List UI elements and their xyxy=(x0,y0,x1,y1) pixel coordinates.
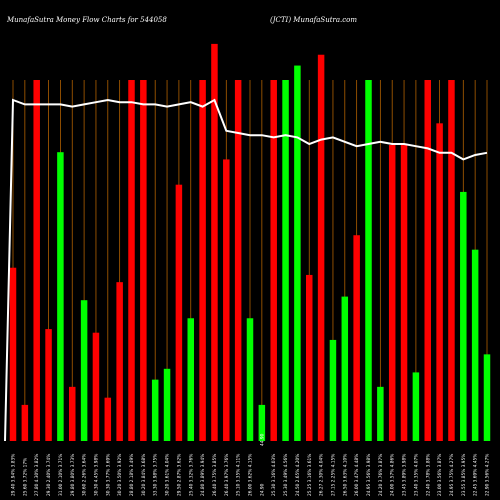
bar-1 xyxy=(9,267,17,441)
x-tick-label: 30.20 3.50% 3.92% xyxy=(117,454,123,496)
bar-35 xyxy=(412,372,420,441)
x-tick-label: 25.25 3.16% 3.61% xyxy=(307,454,313,496)
x-tick-label: 26.50 3.63% 4.10% xyxy=(342,454,348,496)
x-tick-label: 25.60 3.72% 17% xyxy=(22,458,28,496)
bar-14 xyxy=(163,368,171,441)
chart-tick-labels: 29.40 3.94% 3.83% 25.60 3.72% 17% 27.80 4.… xyxy=(11,454,491,496)
bar-41 xyxy=(483,354,491,441)
x-tick-label: 24.00 3.57% 4.86% xyxy=(390,454,396,496)
x-tick-label: 30.60 2.26% 3.64% xyxy=(82,454,88,496)
bar-27 xyxy=(317,54,325,441)
bar-20 xyxy=(234,80,242,441)
bar-26 xyxy=(306,274,313,441)
x-tick-label: 22.45 3.69% 4.45% xyxy=(473,454,479,496)
bar-4 xyxy=(45,329,52,441)
x-tick-label: 29.30 2.40% 3.74% xyxy=(46,454,52,496)
bar-16 xyxy=(187,318,194,441)
bar-6 xyxy=(69,386,76,441)
bar-40 xyxy=(471,249,479,441)
bar-18 xyxy=(211,43,218,442)
bar-15 xyxy=(175,184,183,441)
bar-28 xyxy=(329,339,337,441)
x-tick-label: 24.80 3.89% 3.94% xyxy=(200,454,206,496)
x-tick-label: 26.27 2.30% 4.04% xyxy=(319,454,325,496)
bar-39 xyxy=(460,191,467,441)
x-tick-label: 29.80 3.80% 3.73% xyxy=(70,454,76,496)
x-tick-label: 23.40 3.35% 4.07% xyxy=(413,454,419,496)
x-tick-label: 27.80 4.30% 3.82% xyxy=(34,454,40,496)
bar-24 xyxy=(282,80,289,441)
bar-23 xyxy=(270,80,277,441)
x-tick-label: 24.50 2.65% 4.20% xyxy=(295,454,301,496)
x-tick-label: 28.80 2.18% 3.49% xyxy=(129,454,135,496)
money-flow-line xyxy=(4,98,488,442)
x-tick-label: 23.00 3.56% 3.87% xyxy=(437,454,443,496)
x-tick-label: 24.95 3.75% 4.27% xyxy=(449,454,455,496)
bar-31 xyxy=(365,80,372,441)
x-tick-label: 25.40 3.32% 3.76% xyxy=(188,454,194,496)
bar-8 xyxy=(92,332,100,441)
bar-17 xyxy=(199,80,206,441)
bar-22 xyxy=(258,404,266,441)
bar-5 xyxy=(57,152,64,441)
bar-3 xyxy=(33,80,40,441)
x-tick-label: 22.90 3.56% 4.27% xyxy=(485,454,491,496)
bar-10 xyxy=(116,282,123,441)
x-tick-label: 26.00 3.47% 4.48% xyxy=(354,454,360,496)
x-tick-label: 31.00 2.10% 3.71% xyxy=(58,454,64,496)
center-label: 44.90 xyxy=(259,433,265,446)
x-tick-label: 27.15 2.25% 4.15% xyxy=(330,454,336,496)
bar-34 xyxy=(400,144,408,442)
bar-13 xyxy=(151,379,159,441)
x-tick-label: 29.50 2.87% 3.62% xyxy=(176,454,182,496)
bar-9 xyxy=(104,397,112,441)
x-tick-label: 26.00 3.62% 4.15% xyxy=(248,454,254,496)
bar-11 xyxy=(128,80,135,441)
bar-7 xyxy=(80,300,88,441)
x-tick-label: 30.30 3.77% 3.69% xyxy=(105,454,111,496)
x-tick-label: 24.90 xyxy=(259,483,265,496)
x-tick-label: 25.10 3.35% 4.11% xyxy=(236,454,242,496)
x-tick-label: 30.20 3.61% 4.04% xyxy=(165,454,171,496)
x-tick-label: 29.40 3.94% 3.83% xyxy=(11,454,17,496)
x-tick-label: 22.40 3.78% 3.88% xyxy=(425,454,431,496)
bar-21 xyxy=(246,318,254,441)
x-tick-label: 26.40 3.97% 3.76% xyxy=(224,454,230,496)
x-tick-label: 25.30 3.49% 4.56% xyxy=(283,454,289,496)
x-tick-label: 26.40 3.75% 3.85% xyxy=(212,454,218,496)
bar-30 xyxy=(353,235,360,441)
bar-25 xyxy=(294,65,301,441)
x-tick-label: 23.45 3.89% 3.98% xyxy=(402,454,408,496)
bar-33 xyxy=(388,144,396,442)
x-tick-label: 23.55 3.85% 3.95% xyxy=(461,454,467,496)
bar-38 xyxy=(448,80,455,441)
bar-12 xyxy=(140,80,147,441)
bar-32 xyxy=(377,386,384,441)
x-tick-label: 24.95 3.56% 3.98% xyxy=(366,454,372,496)
bar-36 xyxy=(424,80,431,441)
x-tick-label: 24.20 3.76% 3.87% xyxy=(378,454,384,496)
chart-title-left: MunafaSutra Money Flow Charts for 544058 xyxy=(6,16,167,24)
bar-29 xyxy=(341,296,349,441)
bar-19 xyxy=(223,159,230,442)
x-tick-label: 30.20 3.84% 3.68% xyxy=(141,454,147,496)
x-tick-label: 25.30 3.16% 4.03% xyxy=(271,454,277,496)
x-tick-label: 30.30 4.45% 3.98% xyxy=(93,454,99,496)
x-tick-label: 33.30 3.98% 3.75% xyxy=(153,454,159,496)
chart-title-right: (JCTI) MunafaSutra.com xyxy=(270,16,357,24)
bar-37 xyxy=(436,123,443,441)
bar-2 xyxy=(21,404,29,441)
chart-bars xyxy=(9,43,491,442)
